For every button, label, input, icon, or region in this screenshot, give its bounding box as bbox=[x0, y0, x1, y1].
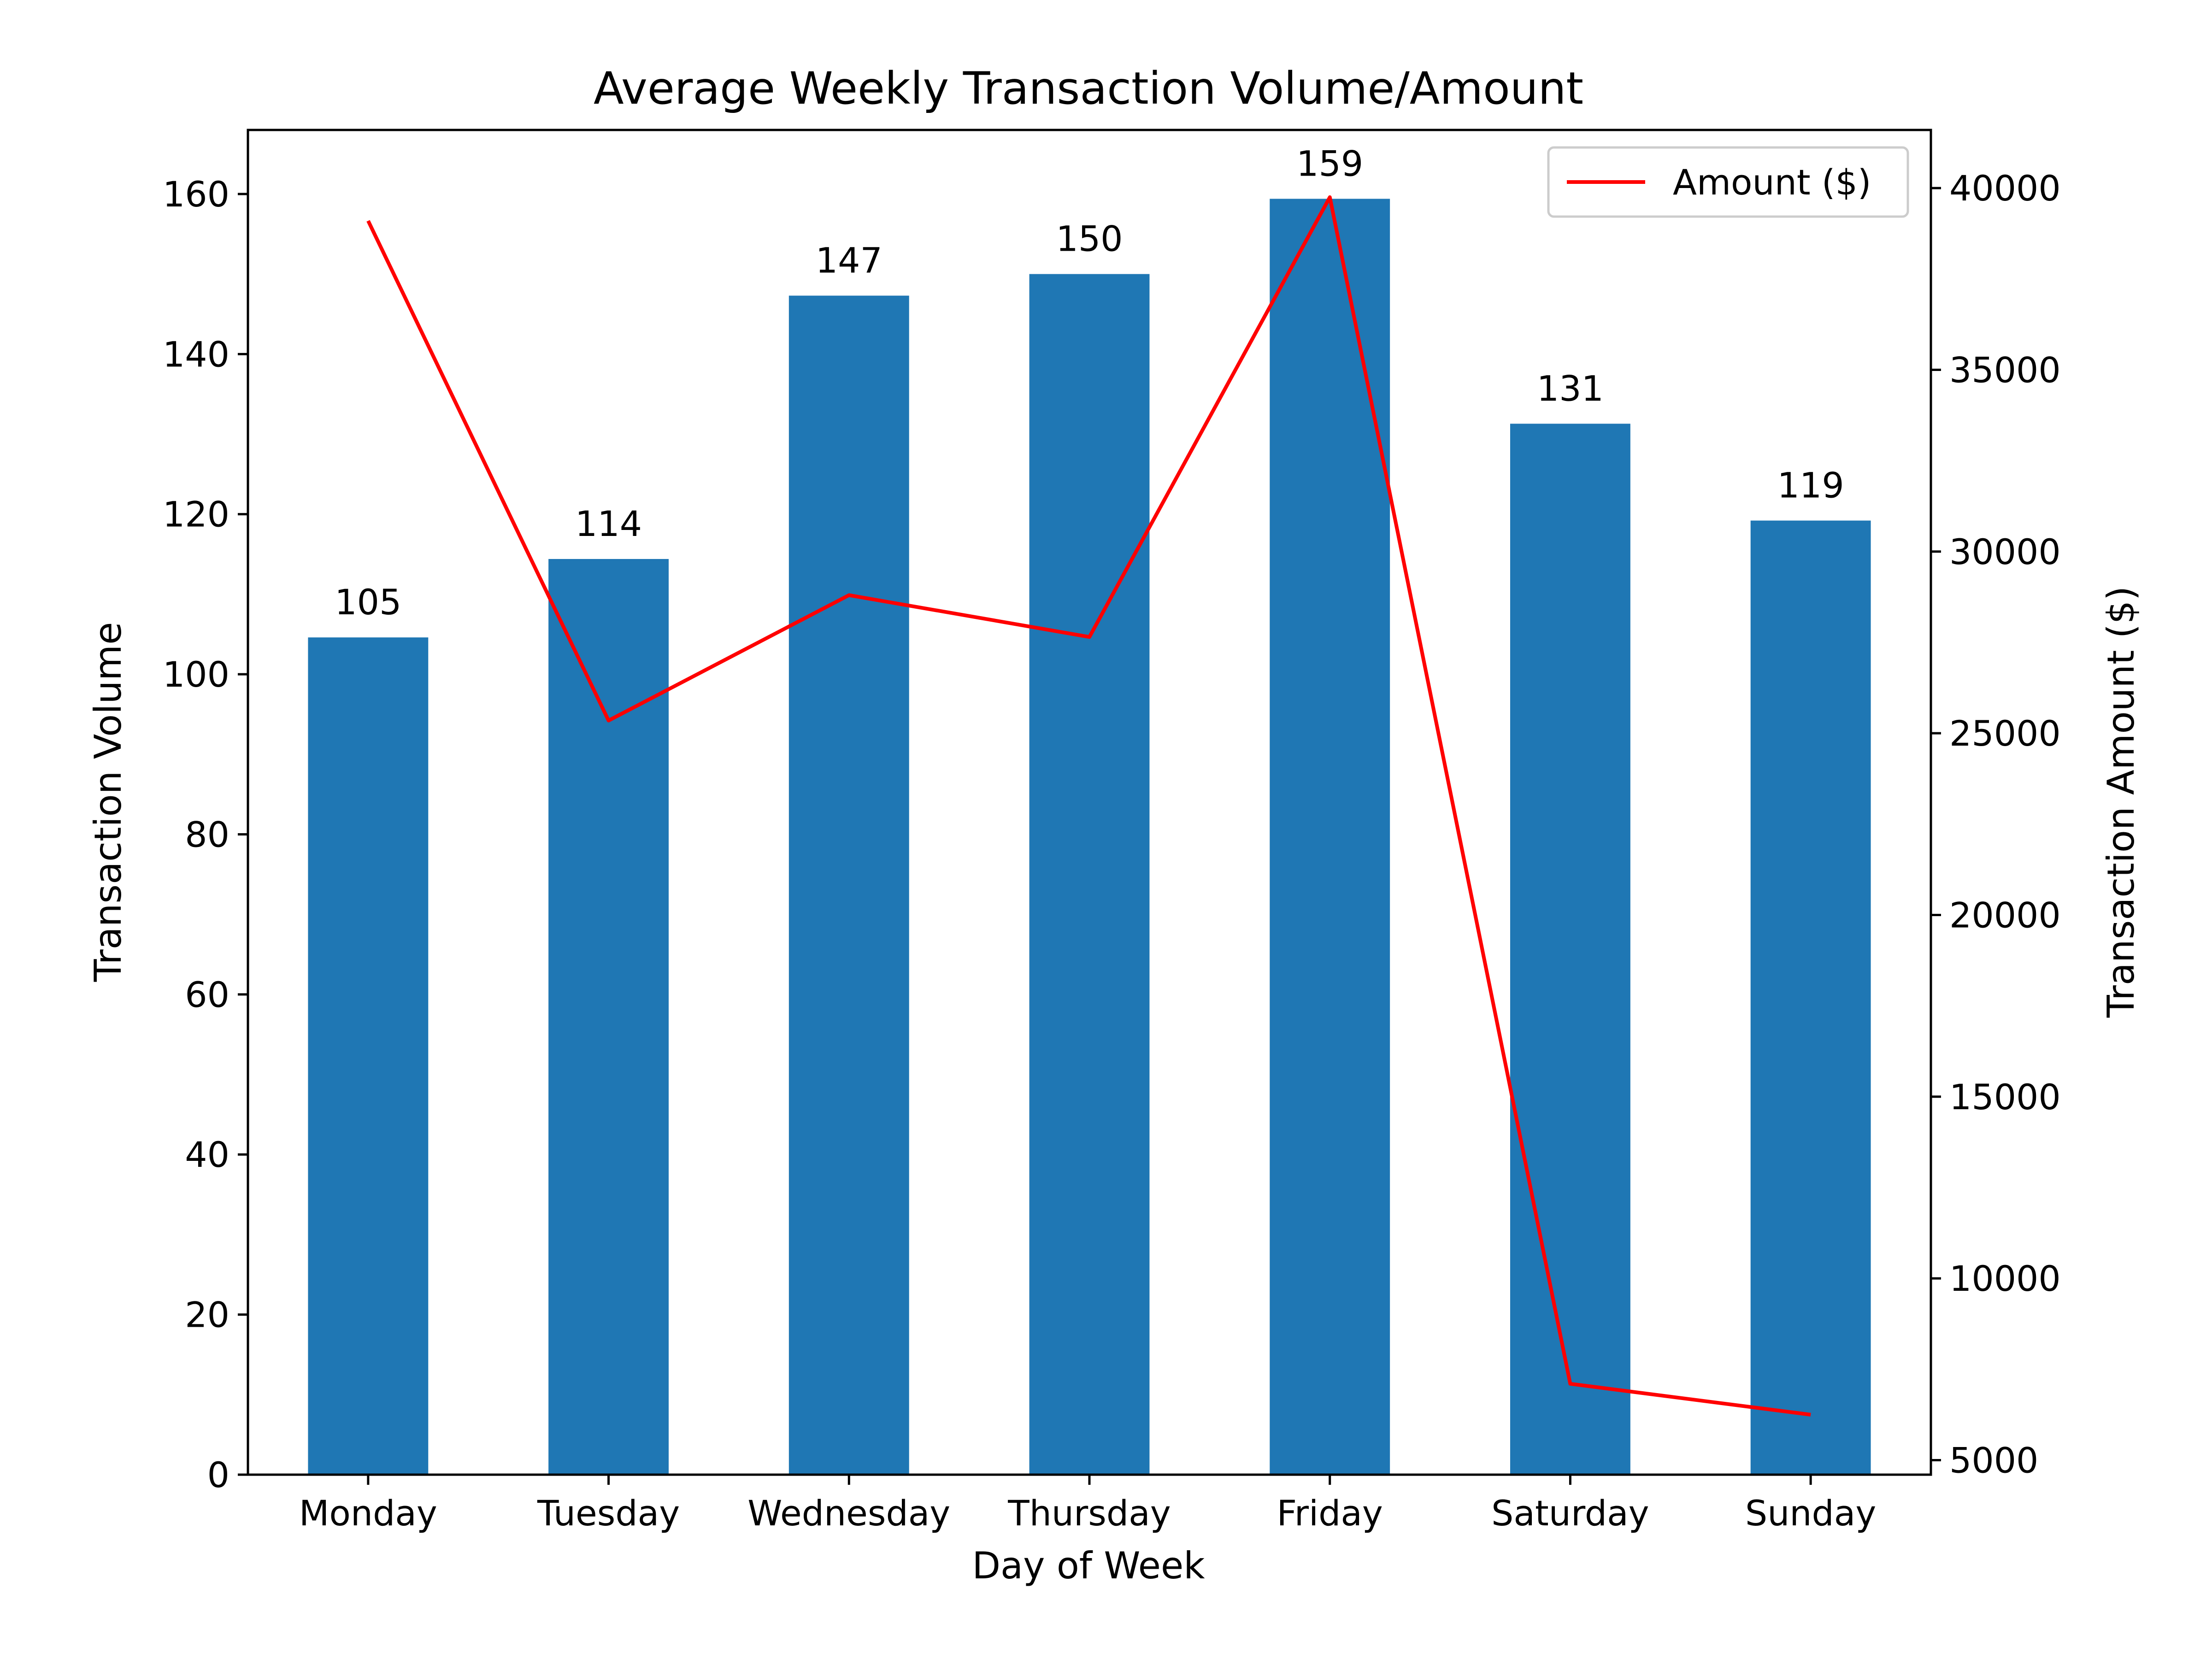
x-tick-label-wednesday: Wednesday bbox=[747, 1493, 950, 1534]
bar-sunday bbox=[1750, 520, 1871, 1475]
y-tick-label: 60 bbox=[185, 974, 229, 1015]
y2-tick-label: 15000 bbox=[1949, 1077, 2061, 1118]
bar-value-label-friday: 159 bbox=[1296, 143, 1363, 184]
y-tick-label: 140 bbox=[163, 334, 229, 375]
x-tick-label-thursday: Thursday bbox=[1007, 1493, 1171, 1534]
y2-tick-label: 5000 bbox=[1949, 1440, 2038, 1481]
legend-entry-amount: Amount ($) bbox=[1673, 162, 1871, 203]
y-tick-label: 160 bbox=[163, 174, 229, 215]
x-tick-label-sunday: Sunday bbox=[1745, 1493, 1876, 1534]
legend: Amount ($) bbox=[1547, 146, 1909, 218]
y-tick-label: 120 bbox=[163, 494, 229, 535]
y-axis-title: Transaction Volume bbox=[87, 622, 129, 982]
x-tick-label-saturday: Saturday bbox=[1491, 1493, 1649, 1534]
bar-value-label-sunday: 119 bbox=[1777, 465, 1844, 506]
y-tick-label: 40 bbox=[185, 1134, 229, 1175]
bar-value-label-thursday: 150 bbox=[1056, 218, 1123, 259]
bar-monday bbox=[308, 637, 429, 1475]
bars-layer bbox=[308, 199, 1871, 1475]
y2-tick-label: 35000 bbox=[1949, 350, 2061, 391]
bar-value-label-monday: 105 bbox=[335, 582, 401, 623]
bar-wednesday bbox=[788, 295, 909, 1475]
bar-value-label-saturday: 131 bbox=[1537, 368, 1604, 409]
y-tick-label: 0 bbox=[207, 1454, 229, 1495]
x-tick-label-monday: Monday bbox=[299, 1493, 437, 1534]
bar-tuesday bbox=[548, 559, 669, 1475]
y2-tick-label: 40000 bbox=[1949, 168, 2061, 209]
x-tick-label-friday: Friday bbox=[1277, 1493, 1383, 1534]
y2-tick-label: 20000 bbox=[1949, 894, 2061, 935]
bar-thursday bbox=[1029, 274, 1150, 1475]
bar-value-label-wednesday: 147 bbox=[816, 240, 882, 281]
y-tick-label: 80 bbox=[185, 814, 229, 855]
chart-title: Average Weekly Transaction Volume/Amount bbox=[594, 63, 1583, 114]
y2-axis-title: Transaction Amount ($) bbox=[2100, 586, 2142, 1018]
axes-layer: 0 20 40 60 80 100 120 140 160 5000 10000 15000 20000… bbox=[163, 129, 2061, 1534]
x-tick-label-tuesday: Tuesday bbox=[537, 1493, 680, 1534]
line-layer bbox=[366, 195, 1811, 1417]
bar-friday bbox=[1270, 199, 1390, 1475]
x-axis-title: Day of Week bbox=[972, 1544, 1205, 1587]
bar-value-label-tuesday: 114 bbox=[575, 503, 642, 544]
y2-tick-label: 10000 bbox=[1949, 1258, 2061, 1299]
y2-tick-label: 30000 bbox=[1949, 531, 2061, 572]
y-tick-label: 20 bbox=[185, 1294, 229, 1335]
bar-saturday bbox=[1510, 424, 1630, 1475]
labels-layer: 105 114 147 150 159 131 119 bbox=[335, 143, 1844, 623]
y2-tick-label: 25000 bbox=[1949, 713, 2061, 754]
legend-box bbox=[1547, 146, 1909, 218]
y-tick-label: 100 bbox=[163, 654, 229, 695]
